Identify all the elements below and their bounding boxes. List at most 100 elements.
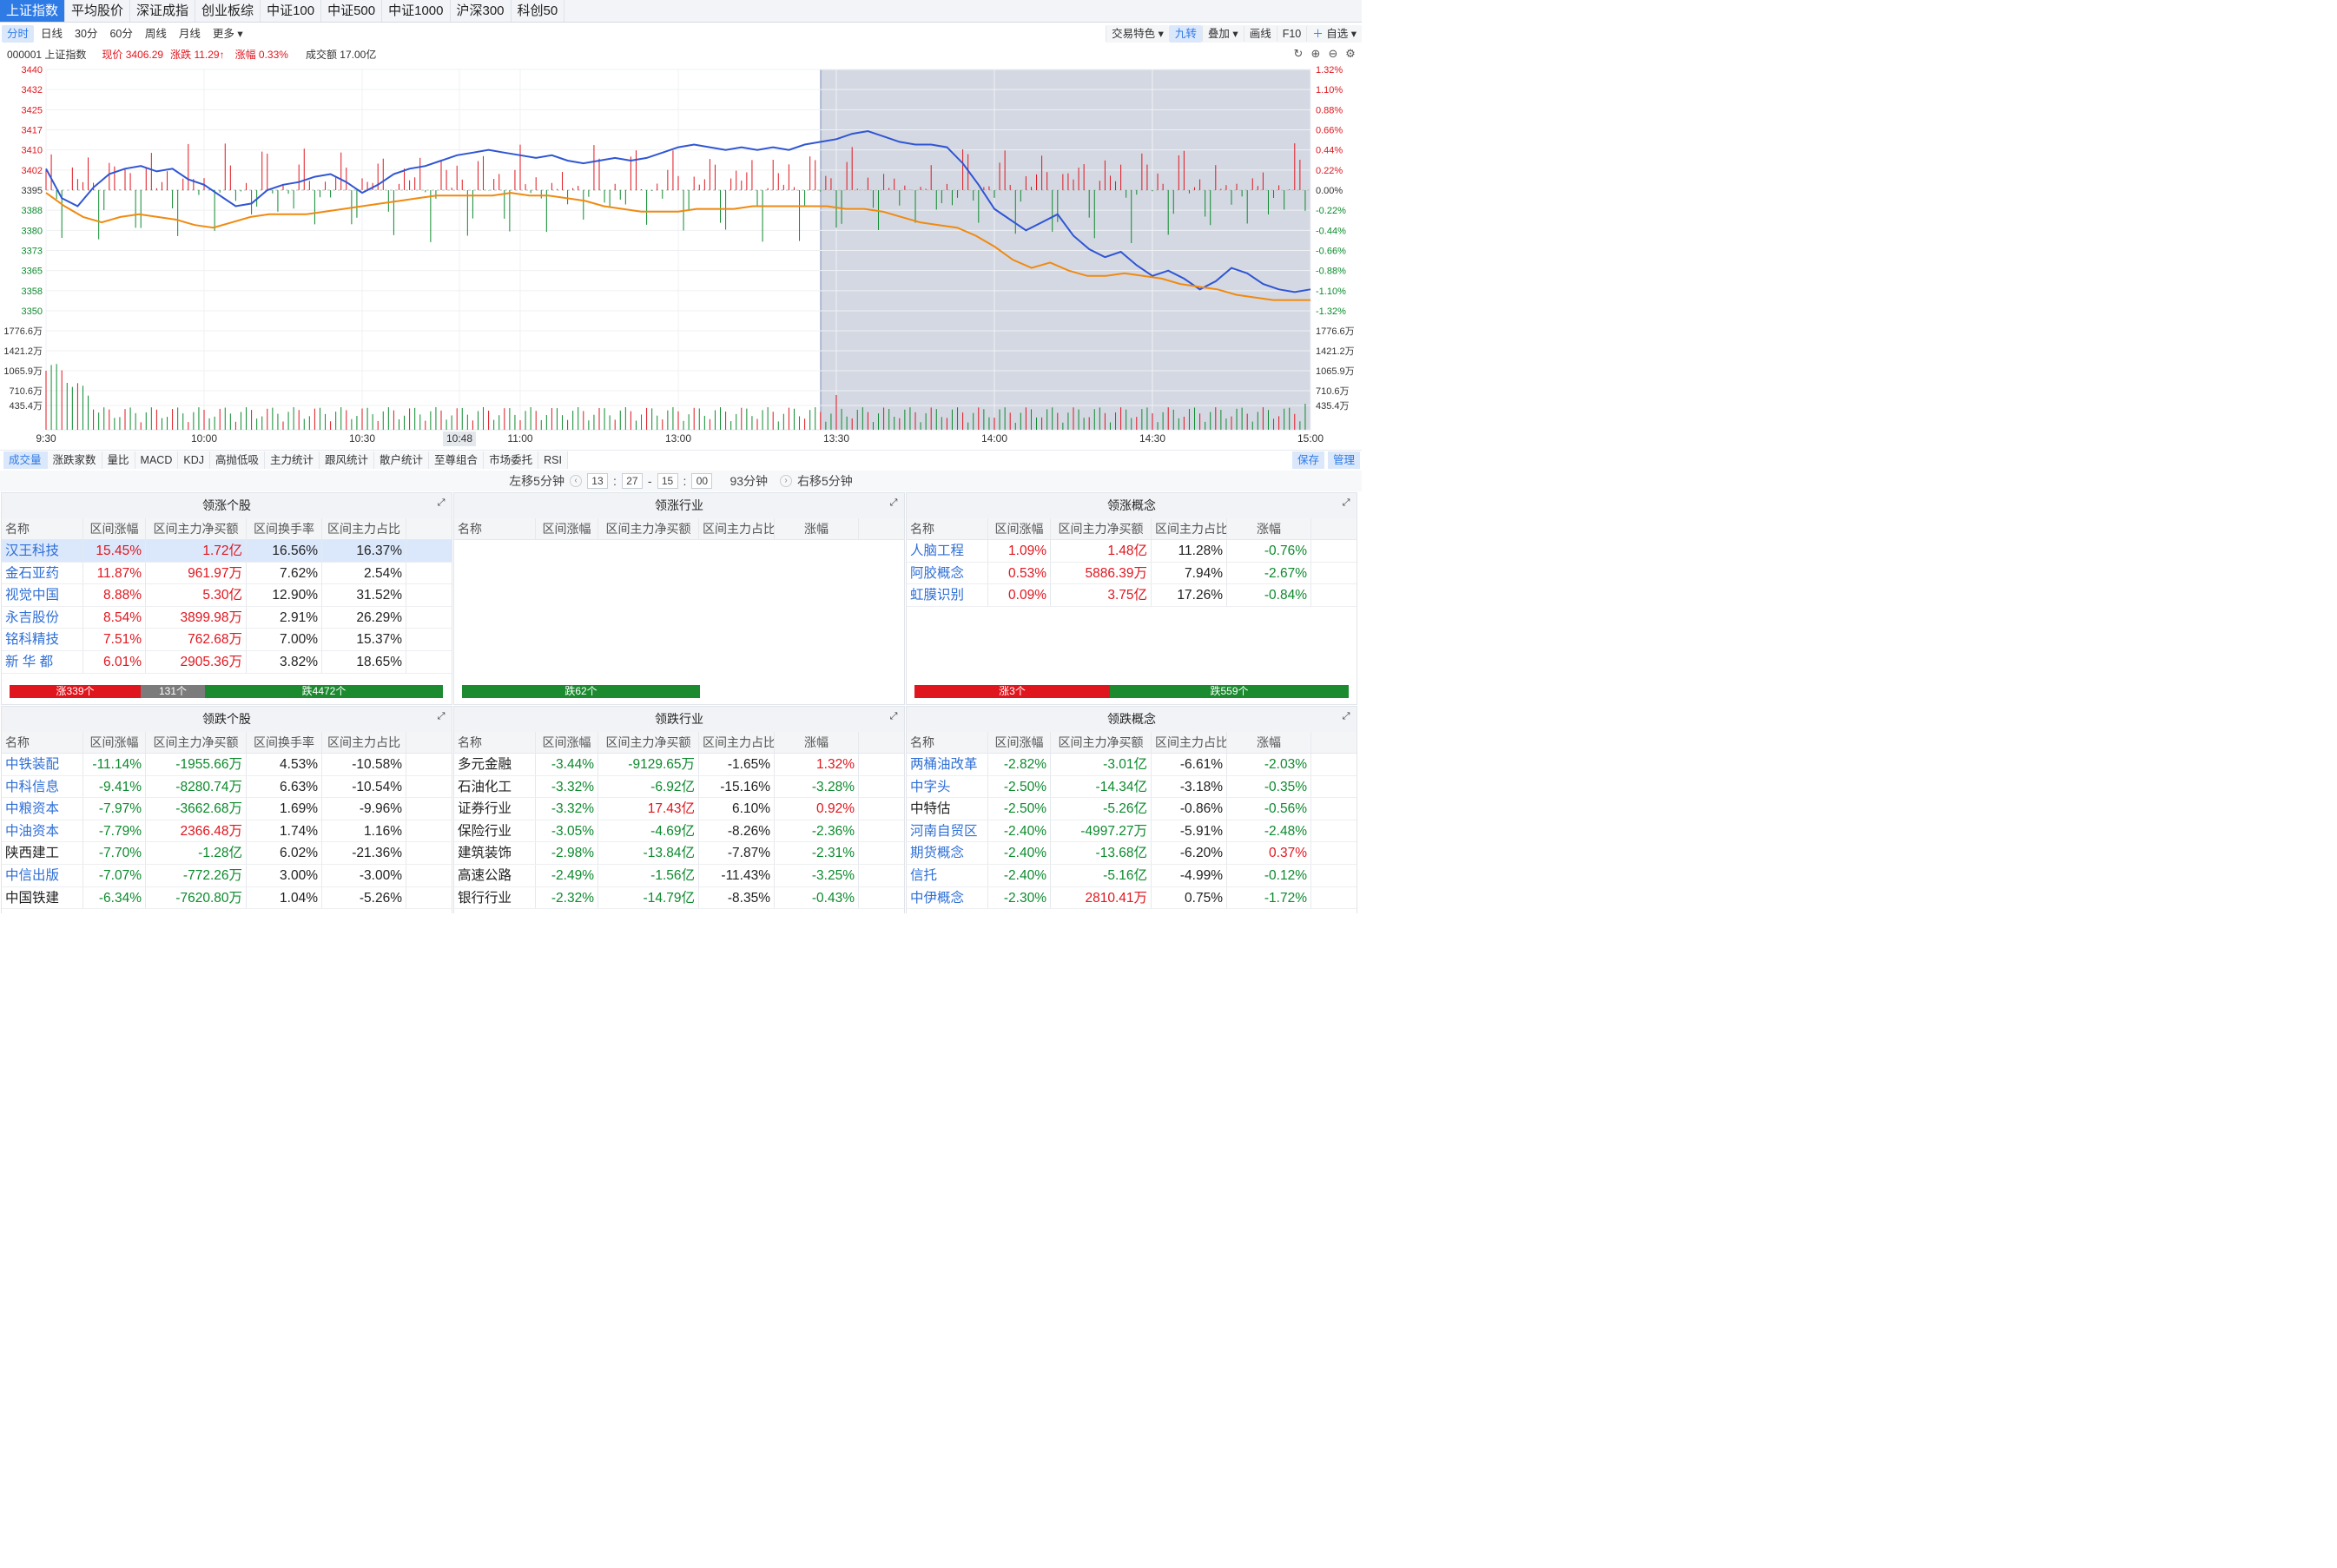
table-row[interactable]: 虹膜识别 0.09% 3.75亿 17.26% -0.84% bbox=[907, 584, 1357, 607]
col-header-4[interactable]: 涨幅 bbox=[775, 732, 859, 753]
expand-icon[interactable]: ⤢ bbox=[889, 497, 898, 508]
col-header-4[interactable]: 涨幅 bbox=[1227, 732, 1311, 753]
chevron-left-icon[interactable]: ‹ bbox=[569, 475, 582, 487]
row-name[interactable]: 中信出版 bbox=[2, 864, 83, 886]
table-row[interactable]: 多元金融 -3.44% -9129.65万 -1.65% 1.32% bbox=[454, 754, 904, 776]
table-row[interactable]: 汉王科技 15.45% 1.72亿 16.56% 16.37% bbox=[2, 540, 452, 563]
table-row[interactable]: 建筑装饰 -2.98% -13.84亿 -7.87% -2.31% bbox=[454, 842, 904, 865]
row-name[interactable]: 中国铁建 bbox=[2, 886, 83, 909]
table-row[interactable]: 信托 -2.40% -5.16亿 -4.99% -0.12% bbox=[907, 864, 1357, 887]
zoom-in-icon[interactable]: ⊕ bbox=[1310, 47, 1321, 60]
row-name[interactable]: 多元金融 bbox=[454, 754, 536, 775]
settings-gear-icon[interactable]: ⚙ bbox=[1345, 47, 1356, 60]
toolbar-0[interactable]: 交易特色 ▾ bbox=[1106, 25, 1169, 43]
table-row[interactable]: 两桶油改革 -2.82% -3.01亿 -6.61% -2.03% bbox=[907, 754, 1357, 776]
table-row[interactable]: 铭科精技 7.51% 762.68万 7.00% 15.37% bbox=[2, 629, 452, 651]
table-row[interactable]: 河南自贸区 -2.40% -4997.27万 -5.91% -2.48% bbox=[907, 820, 1357, 843]
chevron-right-icon[interactable]: › bbox=[780, 475, 793, 487]
table-row[interactable]: 中国铁建 -6.34% -7620.80万 1.04% -5.26% bbox=[2, 886, 452, 910]
tab-7[interactable]: 沪深300 bbox=[451, 0, 512, 22]
period-0[interactable]: 分时 bbox=[2, 25, 35, 43]
indicator-9[interactable]: 至尊组合 bbox=[429, 451, 485, 469]
col-header-3[interactable]: 区间主力占比 bbox=[1152, 518, 1227, 539]
tab-5[interactable]: 中证500 bbox=[321, 0, 383, 22]
indicator-11[interactable]: RSI bbox=[538, 451, 568, 469]
row-name[interactable]: 建筑装饰 bbox=[454, 842, 536, 864]
tab-6[interactable]: 中证1000 bbox=[382, 0, 451, 22]
row-name[interactable]: 信托 bbox=[907, 864, 988, 886]
indicator-10[interactable]: 市场委托 bbox=[484, 451, 539, 469]
row-name[interactable]: 人脑工程 bbox=[907, 540, 988, 562]
toolbar-3[interactable]: 画线 bbox=[1243, 25, 1277, 43]
row-name[interactable]: 视觉中国 bbox=[2, 584, 83, 606]
row-name[interactable]: 永吉股份 bbox=[2, 606, 83, 629]
expand-icon[interactable]: ⤢ bbox=[889, 711, 898, 721]
table-row[interactable]: 保险行业 -3.05% -4.69亿 -8.26% -2.36% bbox=[454, 820, 904, 843]
col-header-2[interactable]: 区间主力净买额 bbox=[598, 518, 699, 539]
table-row[interactable]: 阿胶概念 0.53% 5886.39万 7.94% -2.67% bbox=[907, 562, 1357, 585]
row-name[interactable]: 中油资本 bbox=[2, 820, 83, 842]
tab-0[interactable]: 上证指数 bbox=[0, 0, 66, 22]
end-hour-input[interactable]: 15 bbox=[657, 473, 678, 489]
col-header-3[interactable]: 区间换手率 bbox=[247, 518, 322, 539]
table-row[interactable]: 中伊概念 -2.30% 2810.41万 0.75% -1.72% bbox=[907, 886, 1357, 910]
period-6[interactable]: 更多 ▾ bbox=[212, 28, 243, 40]
expand-icon[interactable]: ⤢ bbox=[1342, 497, 1350, 508]
col-header-4[interactable]: 涨幅 bbox=[775, 518, 859, 539]
table-row[interactable]: 期货概念 -2.40% -13.68亿 -6.20% 0.37% bbox=[907, 842, 1357, 865]
table-row[interactable]: 中信出版 -7.07% -772.26万 3.00% -3.00% bbox=[2, 864, 452, 887]
table-row[interactable]: 金石亚药 11.87% 961.97万 7.62% 2.54% bbox=[2, 562, 452, 585]
indicator-action-0[interactable]: 保存 bbox=[1291, 451, 1324, 469]
col-header-1[interactable]: 区间涨幅 bbox=[988, 732, 1051, 753]
col-header-2[interactable]: 区间主力净买额 bbox=[146, 518, 247, 539]
row-name[interactable]: 阿胶概念 bbox=[907, 562, 988, 584]
row-name[interactable]: 保险行业 bbox=[454, 820, 536, 842]
col-header-2[interactable]: 区间主力净买额 bbox=[598, 732, 699, 753]
col-header-4[interactable]: 区间主力占比 bbox=[322, 732, 406, 753]
row-name[interactable]: 铭科精技 bbox=[2, 629, 83, 650]
toolbar-1[interactable]: 九转 bbox=[1168, 25, 1202, 43]
col-header-3[interactable]: 区间主力占比 bbox=[699, 518, 775, 539]
toolbar-5[interactable]: ＋ 自选 ▾ bbox=[1306, 25, 1362, 43]
period-5[interactable]: 月线 bbox=[178, 28, 201, 40]
row-name[interactable]: 石油化工 bbox=[454, 775, 536, 798]
table-row[interactable]: 中特估 -2.50% -5.26亿 -0.86% -0.56% bbox=[907, 798, 1357, 820]
col-header-4[interactable]: 区间主力占比 bbox=[322, 518, 406, 539]
zoom-out-icon[interactable]: ⊖ bbox=[1328, 47, 1338, 60]
row-name[interactable]: 两桶油改革 bbox=[907, 754, 988, 775]
table-row[interactable]: 视觉中国 8.88% 5.30亿 12.90% 31.52% bbox=[2, 584, 452, 607]
row-name[interactable]: 河南自贸区 bbox=[907, 820, 988, 842]
tab-4[interactable]: 中证100 bbox=[261, 0, 322, 22]
table-row[interactable]: 永吉股份 8.54% 3899.98万 2.91% 26.29% bbox=[2, 606, 452, 629]
row-name[interactable]: 虹膜识别 bbox=[907, 584, 988, 606]
period-4[interactable]: 周线 bbox=[144, 28, 167, 40]
col-header-1[interactable]: 区间涨幅 bbox=[536, 518, 598, 539]
col-header-4[interactable]: 涨幅 bbox=[1227, 518, 1311, 539]
col-header-2[interactable]: 区间主力净买额 bbox=[1051, 732, 1152, 753]
table-row[interactable]: 中铁装配 -11.14% -1955.66万 4.53% -10.58% bbox=[2, 754, 452, 776]
period-1[interactable]: 日线 bbox=[41, 28, 63, 40]
col-header-0[interactable]: 名称 bbox=[454, 732, 536, 753]
table-row[interactable]: 中粮资本 -7.97% -3662.68万 1.69% -9.96% bbox=[2, 798, 452, 820]
indicator-6[interactable]: 主力统计 bbox=[265, 451, 320, 469]
row-name[interactable]: 新 华 都 bbox=[2, 650, 83, 673]
indicator-7[interactable]: 跟风统计 bbox=[320, 451, 375, 469]
indicator-0[interactable]: 成交量 bbox=[3, 451, 48, 469]
table-row[interactable]: 银行行业 -2.32% -14.79亿 -8.35% -0.43% bbox=[454, 886, 904, 910]
col-header-1[interactable]: 区间涨幅 bbox=[83, 518, 146, 539]
col-header-1[interactable]: 区间涨幅 bbox=[988, 518, 1051, 539]
indicator-1[interactable]: 涨跌家数 bbox=[47, 451, 102, 469]
col-header-0[interactable]: 名称 bbox=[2, 732, 83, 753]
shift-left-label[interactable]: 左移5分钟 bbox=[509, 474, 564, 488]
period-3[interactable]: 60分 bbox=[109, 28, 133, 40]
table-row[interactable]: 新 华 都 6.01% 2905.36万 3.82% 18.65% bbox=[2, 650, 452, 674]
row-name[interactable]: 期货概念 bbox=[907, 842, 988, 864]
expand-icon[interactable]: ⤢ bbox=[1342, 711, 1350, 721]
row-name[interactable]: 证券行业 bbox=[454, 798, 536, 820]
indicator-2[interactable]: 量比 bbox=[102, 451, 135, 469]
indicator-8[interactable]: 散户统计 bbox=[374, 451, 430, 469]
col-header-0[interactable]: 名称 bbox=[2, 518, 83, 539]
row-name[interactable]: 高速公路 bbox=[454, 864, 536, 886]
row-name[interactable]: 中伊概念 bbox=[907, 886, 988, 909]
col-header-2[interactable]: 区间主力净买额 bbox=[146, 732, 247, 753]
